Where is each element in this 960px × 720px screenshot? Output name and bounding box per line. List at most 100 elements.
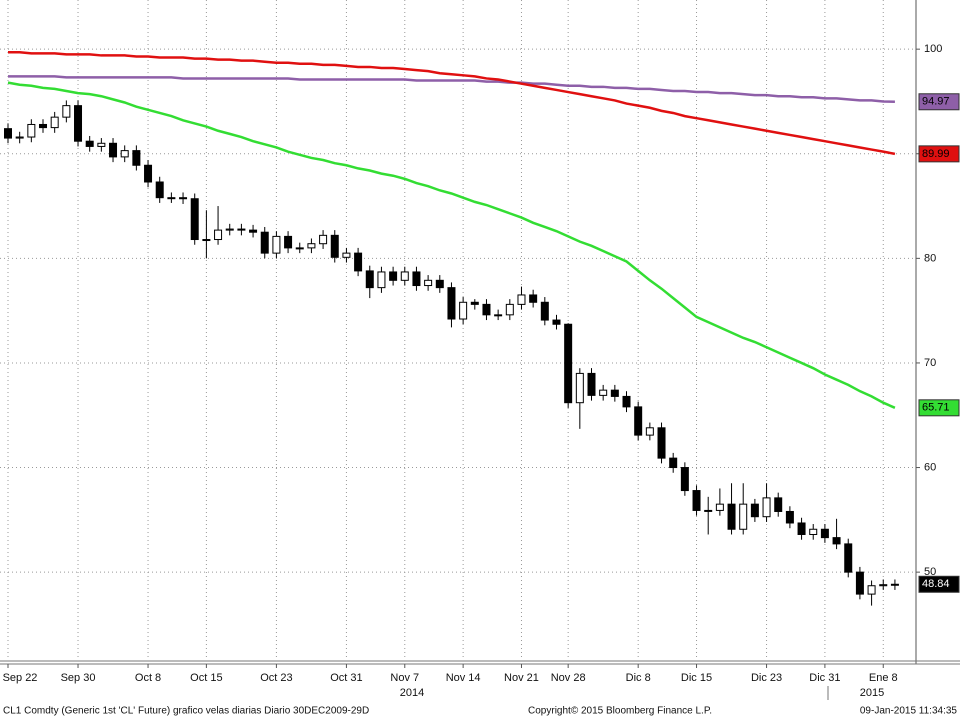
x-tick-label: Dic 15 xyxy=(681,672,712,684)
candle-body xyxy=(214,229,223,241)
candle-body xyxy=(307,243,316,249)
candle-body xyxy=(470,301,479,305)
candle-body xyxy=(109,142,118,158)
candle-body xyxy=(482,303,491,316)
candle-body xyxy=(739,503,748,530)
candle-body xyxy=(762,497,771,518)
candle-body xyxy=(564,323,573,404)
candle-body xyxy=(237,228,246,231)
last-value-label: 48.84 xyxy=(922,578,950,590)
y-tick-label: 60 xyxy=(924,461,936,473)
last-value-box xyxy=(918,145,960,163)
x-tick-label: Sep 30 xyxy=(61,672,96,684)
y-tick-label: 70 xyxy=(924,357,936,369)
candle-body xyxy=(797,522,806,535)
candle-body xyxy=(459,301,468,320)
y-tick-label: 100 xyxy=(924,43,942,55)
candle-body xyxy=(447,287,456,320)
candle-body xyxy=(669,457,678,469)
candle-body xyxy=(272,235,281,254)
candle-body xyxy=(260,231,269,254)
last-value-label: 65.71 xyxy=(922,402,950,414)
candle-body xyxy=(774,497,783,512)
x-tick-label: Nov 21 xyxy=(504,672,539,684)
last-value-label: 94.97 xyxy=(922,96,950,108)
candle-body xyxy=(377,271,386,289)
candle-body xyxy=(62,105,71,118)
candle-body xyxy=(855,571,864,595)
candle-body xyxy=(190,198,199,241)
year-label: 2014 xyxy=(400,687,424,699)
moving-average-line xyxy=(7,81,896,409)
last-value-label: 89.99 xyxy=(922,148,950,160)
candle-body xyxy=(424,279,433,287)
candle-body xyxy=(622,395,631,408)
candle-body xyxy=(809,528,818,535)
candle-body xyxy=(599,389,608,396)
candle-body xyxy=(412,271,421,287)
last-value-box xyxy=(918,575,960,593)
candle-body xyxy=(552,319,561,325)
candle-body xyxy=(785,510,794,524)
x-tick-label: Nov 28 xyxy=(551,672,586,684)
x-tick-label: Nov 7 xyxy=(390,672,419,684)
candle-body xyxy=(575,372,584,404)
candle-body xyxy=(587,372,596,396)
candle-body xyxy=(155,181,164,199)
footer-left: CL1 Comdty (Generic 1st 'CL' Future) gra… xyxy=(3,706,369,717)
candle-body xyxy=(610,389,619,397)
candle-body xyxy=(295,247,304,250)
candle-body xyxy=(27,123,36,138)
candle-body xyxy=(179,197,188,200)
candle-body xyxy=(225,228,234,231)
last-value-box xyxy=(918,93,960,111)
candle-body xyxy=(704,509,713,512)
x-tick-label: Dic 23 xyxy=(751,672,782,684)
candle-body xyxy=(820,528,829,539)
x-tick-label: Sep 22 xyxy=(3,672,38,684)
x-tick-label: Dic 8 xyxy=(626,672,651,684)
candle-body xyxy=(144,164,153,183)
candle-body xyxy=(389,271,398,281)
candle-body xyxy=(494,314,503,317)
candle-body xyxy=(692,490,701,511)
candle-body xyxy=(715,503,724,511)
x-tick-label: Oct 8 xyxy=(135,672,161,684)
candle-body xyxy=(529,294,538,303)
candle-body xyxy=(342,252,351,258)
candle-body xyxy=(50,116,59,129)
candle-body xyxy=(15,136,24,139)
x-tick-label: Oct 15 xyxy=(190,672,222,684)
year-label: 2015 xyxy=(860,687,884,699)
footer-right: 09-Jan-2015 11:34:35 xyxy=(860,706,958,717)
candle-body xyxy=(330,234,339,258)
x-tick-label: Ene 8 xyxy=(869,672,898,684)
candle-body xyxy=(167,197,176,200)
candle-body xyxy=(540,301,549,321)
candle-body xyxy=(867,585,876,595)
candle-body xyxy=(890,583,899,586)
candle-body xyxy=(365,270,374,289)
candle-body xyxy=(517,294,526,305)
x-tick-label: Oct 23 xyxy=(260,672,292,684)
candle-body xyxy=(645,427,654,436)
candle-body xyxy=(879,584,888,587)
candle-body xyxy=(400,271,409,281)
candle-body xyxy=(657,427,666,459)
candle-body xyxy=(132,150,141,166)
candle-body xyxy=(120,150,129,158)
candle-body xyxy=(844,543,853,573)
moving-average-line xyxy=(8,75,895,104)
candle-body xyxy=(39,123,48,129)
candle-body xyxy=(832,537,841,545)
x-tick-label: Dic 31 xyxy=(809,672,840,684)
candle-body xyxy=(319,234,328,245)
candle-body xyxy=(249,229,258,233)
candle-body xyxy=(284,235,293,249)
candle-body xyxy=(97,142,106,147)
last-value-box xyxy=(918,399,960,417)
candle-body xyxy=(85,140,94,147)
candle-body xyxy=(4,128,12,139)
